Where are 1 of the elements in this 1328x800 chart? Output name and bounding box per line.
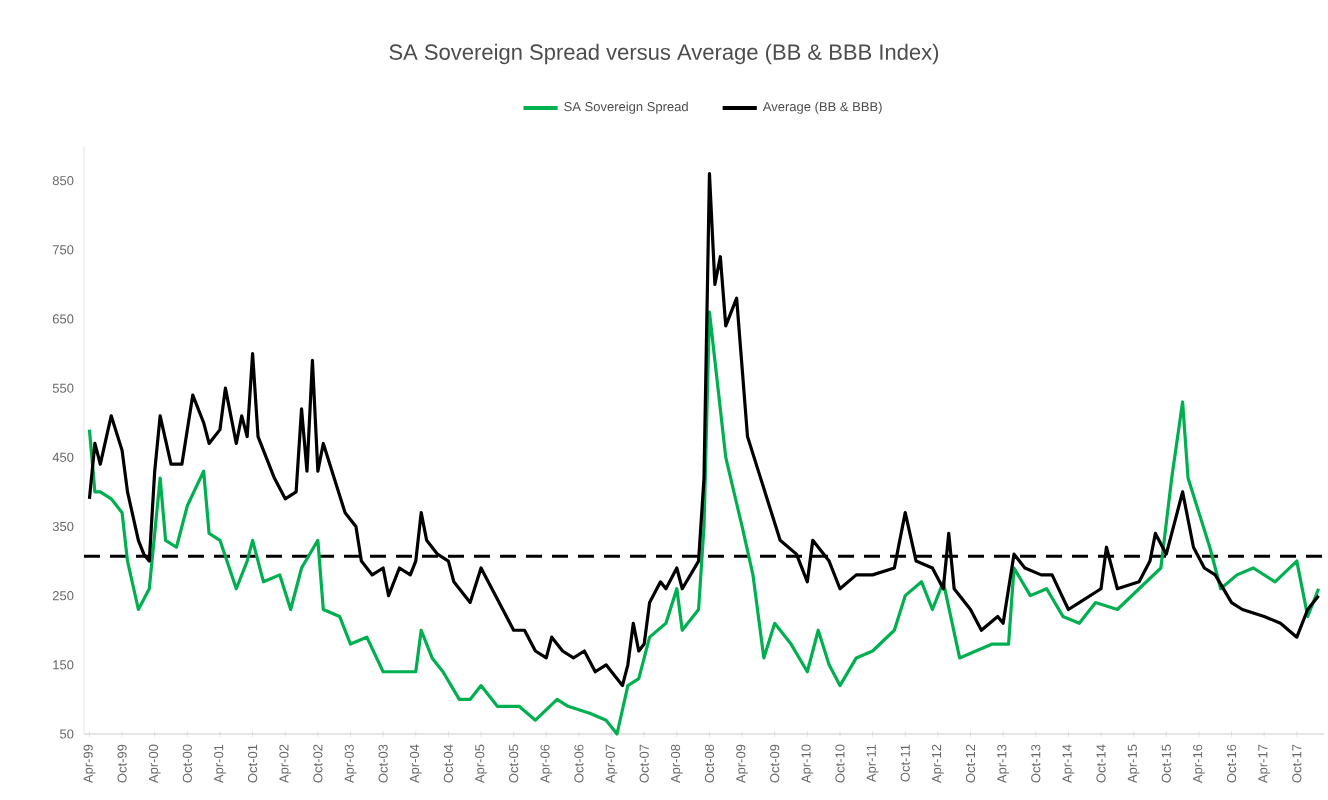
chart-title: SA Sovereign Spread versus Average (BB & BBB Index) [389,43,939,65]
